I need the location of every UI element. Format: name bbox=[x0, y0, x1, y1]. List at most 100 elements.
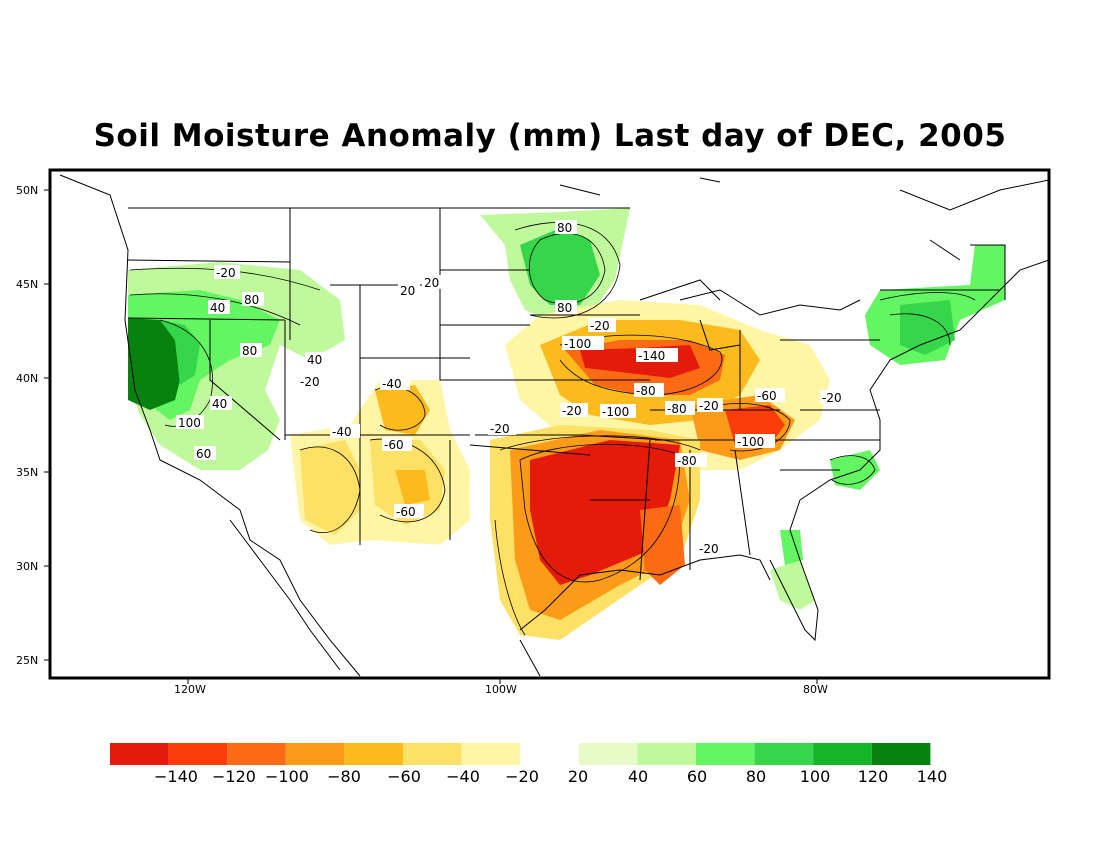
contour-label: -100 bbox=[602, 405, 629, 419]
border-dakotas bbox=[439, 208, 475, 381]
contour-lines bbox=[129, 222, 976, 636]
contour-label: -20 bbox=[699, 399, 719, 413]
colorbar-legend: −140 −120 −100 −80 −60 −40 −20 20 40 60 80 100 120 14… bbox=[110, 743, 947, 786]
contour-label: 80 bbox=[244, 293, 259, 307]
contour-label-item: -100 bbox=[562, 336, 604, 351]
contour-label: -20 bbox=[562, 404, 582, 418]
contour-label-item: -20 bbox=[588, 318, 616, 333]
contour-label-item: -40 bbox=[330, 424, 360, 439]
contour-label: 40 bbox=[212, 397, 227, 411]
contour-label-item: -20 bbox=[298, 374, 324, 389]
contour-label-item: -100 bbox=[735, 434, 775, 449]
co-dry-core bbox=[375, 385, 430, 435]
colorbar-tick-label: 140 bbox=[917, 767, 948, 786]
contour-label: -20 bbox=[490, 422, 510, 436]
lat-tick-label: 25N bbox=[16, 654, 38, 667]
canada-coast bbox=[899, 179, 1049, 261]
contour-label-item: 20 bbox=[398, 283, 420, 298]
lon-tick-label: 120W bbox=[174, 683, 206, 696]
colorbar-swatch bbox=[696, 743, 755, 765]
contour-label: -40 bbox=[332, 425, 352, 439]
colorbar-tick-label: 80 bbox=[746, 767, 766, 786]
contour-label-item: 100 bbox=[176, 415, 204, 430]
colorbar-tick-label: −140 bbox=[154, 767, 198, 786]
gulf-coast bbox=[519, 554, 771, 631]
east-coast bbox=[799, 259, 1049, 501]
border-or-ca bbox=[127, 317, 286, 321]
contour-label: -20 bbox=[822, 391, 842, 405]
colorbar-swatch bbox=[344, 743, 403, 765]
lat-tick-label: 40N bbox=[16, 372, 38, 385]
contour-label: -140 bbox=[638, 349, 665, 363]
longitude-axis: 120W 100W 80W bbox=[174, 678, 828, 696]
colorbar-tick-label: −60 bbox=[387, 767, 421, 786]
border-me bbox=[970, 244, 1006, 300]
contour-label-item: 40 bbox=[305, 352, 327, 367]
contour-label: -20 bbox=[590, 319, 610, 333]
contour-label: 80 bbox=[557, 301, 572, 315]
la-dry-strong bbox=[640, 505, 685, 585]
colorbar-swatch bbox=[168, 743, 228, 765]
contour-label-item: 80 bbox=[555, 300, 577, 315]
colorbar-tick-label: 100 bbox=[800, 767, 831, 786]
florida-wet bbox=[770, 560, 815, 610]
lat-tick-label: 30N bbox=[16, 560, 38, 573]
great-lakes bbox=[639, 279, 861, 351]
west-coast bbox=[59, 174, 361, 677]
contour-label-item: -60 bbox=[394, 504, 424, 519]
colorbar-swatch bbox=[403, 743, 462, 765]
coastlines bbox=[59, 174, 1049, 677]
contour-label: -60 bbox=[757, 389, 777, 403]
lon-tick-label: 80W bbox=[803, 683, 828, 696]
colorbar-swatch bbox=[461, 743, 521, 765]
contour-label-item: 80 bbox=[240, 343, 262, 358]
colorbar-swatch bbox=[871, 743, 931, 765]
contour-label: -80 bbox=[677, 454, 697, 468]
contour-label-item: -80 bbox=[675, 453, 707, 468]
contour-label-item: -20 bbox=[488, 421, 516, 436]
colorbar-swatch bbox=[813, 743, 872, 765]
contour-label: -60 bbox=[384, 438, 404, 452]
contour-label-item: 80 bbox=[242, 292, 264, 307]
contour-label: 100 bbox=[178, 416, 201, 430]
pnw-wet-ring bbox=[160, 320, 200, 385]
contour-label-item: -40 bbox=[380, 376, 410, 391]
contour-label-item: -20 bbox=[697, 541, 725, 556]
contour-label-item: -80 bbox=[634, 383, 664, 398]
colorbar-swatch bbox=[285, 743, 345, 765]
colorbar-swatch bbox=[110, 743, 169, 765]
anomaly-shading bbox=[128, 208, 1005, 640]
colorbar-tick-label: −40 bbox=[446, 767, 480, 786]
contour-label-item: 20 bbox=[422, 275, 444, 290]
lat-tick-label: 35N bbox=[16, 466, 38, 479]
contour-label: 40 bbox=[210, 301, 225, 315]
contour-label-item: 60 bbox=[194, 446, 216, 461]
colorbar-tick-label: 40 bbox=[628, 767, 648, 786]
contour-label: -20 bbox=[300, 375, 320, 389]
colorbar-tick-label: 120 bbox=[858, 767, 889, 786]
colorbar-swatch bbox=[227, 743, 286, 765]
map-title: Soil Moisture Anomaly (mm) Last day of D… bbox=[93, 118, 1007, 154]
contour-label: -100 bbox=[737, 435, 764, 449]
contour-label-item: -20 bbox=[697, 398, 723, 413]
ga-wet bbox=[780, 530, 803, 565]
border-ok-tx bbox=[469, 444, 591, 456]
contour-label: 80 bbox=[557, 221, 572, 235]
contour-label-item: -80 bbox=[665, 401, 695, 416]
colorbar-tick-label: −120 bbox=[212, 767, 256, 786]
contour-label: 80 bbox=[242, 344, 257, 358]
contour-label-item: -140 bbox=[636, 348, 678, 363]
pnw-wet-max bbox=[128, 318, 180, 410]
contour-label-item: -20 bbox=[820, 390, 848, 405]
colorbar-tick-label: −20 bbox=[505, 767, 539, 786]
colorbar-tick-label: −80 bbox=[327, 767, 361, 786]
contour-label-item: 80 bbox=[555, 220, 577, 235]
colorbar-swatch bbox=[578, 743, 638, 765]
border-ca-nv bbox=[209, 320, 281, 441]
nm-dry-max bbox=[395, 470, 430, 505]
contour-label-item: -60 bbox=[382, 437, 412, 452]
contour-label-item: 40 bbox=[210, 396, 232, 411]
lon-tick-label: 100W bbox=[485, 683, 517, 696]
contour-label: -20 bbox=[699, 542, 719, 556]
